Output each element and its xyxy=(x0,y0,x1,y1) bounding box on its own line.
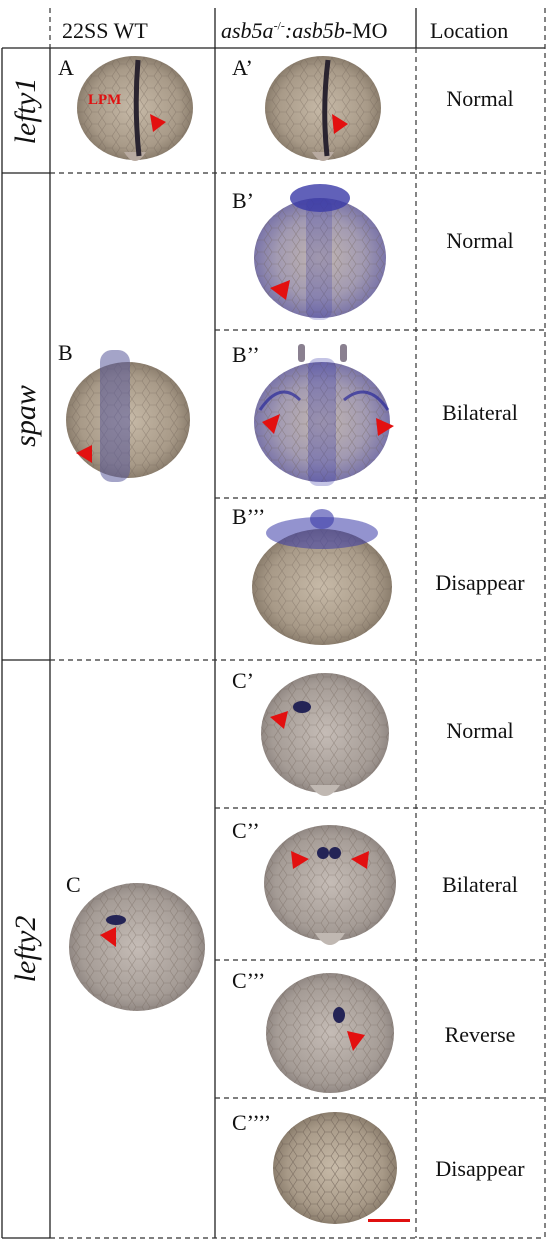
column-header-location: Location xyxy=(430,18,509,43)
column-header-wt: 22SS WT xyxy=(62,18,148,43)
panel-a-embryo xyxy=(60,52,210,170)
panel-c2-embryo xyxy=(255,815,405,955)
panel-c-embryo xyxy=(62,875,212,1020)
lpm-annotation: LPM xyxy=(88,92,122,108)
panel-label-c: C xyxy=(66,872,81,897)
location-b3: Disappear xyxy=(435,570,525,595)
location-c3: Reverse xyxy=(444,1022,516,1047)
location-a1: Normal xyxy=(446,86,514,111)
scale-bar xyxy=(368,1219,410,1222)
mo-suffix: -MO xyxy=(344,18,388,43)
panel-label-b2: B’’ xyxy=(232,342,260,367)
panel-label-c2: C’’ xyxy=(232,818,260,843)
column-header-morphant: asb5a-/-:asb5b-MO xyxy=(221,18,388,44)
panel-c3-embryo xyxy=(255,965,405,1100)
location-b1: Normal xyxy=(446,228,514,253)
panel-label-a1: A’ xyxy=(232,55,253,80)
location-c1: Normal xyxy=(446,718,514,743)
location-c4: Disappear xyxy=(435,1156,525,1181)
location-b2: Bilateral xyxy=(442,400,518,425)
panel-b3-embryo xyxy=(240,505,405,655)
row-label-spaw: spaw xyxy=(9,385,42,447)
gene-asb5b: :asb5b xyxy=(284,18,345,43)
panel-b2-embryo xyxy=(240,340,405,490)
panel-label-b3: B’’’ xyxy=(232,504,266,529)
gene-asb5a: asb5a xyxy=(221,18,274,43)
panel-label-c1: C’ xyxy=(232,668,254,693)
panel-b1-embryo xyxy=(240,180,400,328)
panel-a1-embryo xyxy=(248,52,398,170)
row-label-lefty1: lefty1 xyxy=(9,77,42,145)
panel-label-c4: C’’’’ xyxy=(232,1110,272,1135)
row-label-lefty2: lefty2 xyxy=(9,915,42,983)
panel-label-c3: C’’’ xyxy=(232,968,266,993)
panel-b-embryo xyxy=(62,345,207,490)
genotype-superscript: -/- xyxy=(273,18,285,33)
panel-label-b: B xyxy=(58,340,73,365)
panel-c1-embryo xyxy=(250,665,400,805)
panel-c4-embryo xyxy=(265,1108,410,1233)
panel-label-a: A xyxy=(58,55,74,80)
panel-label-b1: B’ xyxy=(232,188,254,213)
location-c2: Bilateral xyxy=(442,872,518,897)
